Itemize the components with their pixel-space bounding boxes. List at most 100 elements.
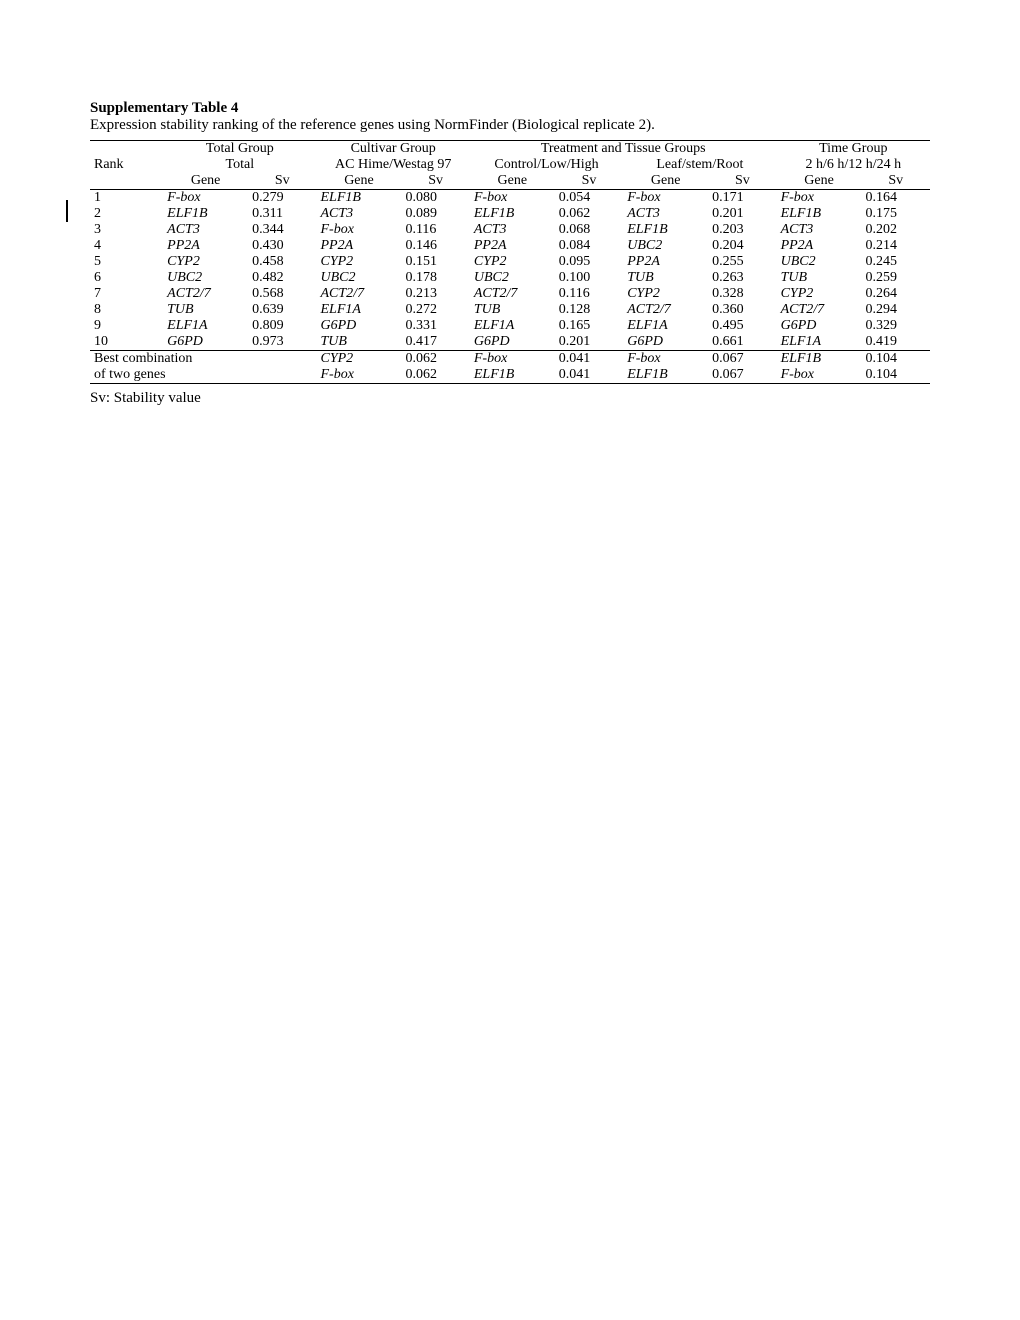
sv-cell: 0.214: [862, 238, 930, 254]
gene-cell: TUB: [163, 302, 248, 318]
sv-cell: 0.263: [708, 270, 776, 286]
sv-cell: 0.809: [248, 318, 316, 334]
sv-cell: 0.331: [401, 318, 469, 334]
header-row-1: Rank Total Group Cultivar Group Treatmen…: [90, 141, 930, 158]
gene-cell: CYP2: [317, 254, 402, 270]
sv-cell: 0.213: [401, 286, 469, 302]
gene-cell: PP2A: [163, 238, 248, 254]
gene-cell: CYP2: [470, 254, 555, 270]
gene-cell: UBC2: [470, 270, 555, 286]
sv-cell: 0.328: [708, 286, 776, 302]
table-row: 7ACT2/70.568ACT2/70.213ACT2/70.116CYP20.…: [90, 286, 930, 302]
rank-cell: 9: [90, 318, 163, 334]
sv-cell: 0.128: [555, 302, 623, 318]
sub-time: 2 h/6 h/12 h/24 h: [777, 157, 930, 173]
sv-cell: 0.201: [708, 206, 776, 222]
rank-cell: 1: [90, 190, 163, 207]
sv-cell: 0.279: [248, 190, 316, 207]
sv-cell: 0.202: [862, 222, 930, 238]
gene-cell: F-box: [470, 190, 555, 207]
header-row-1a: Total AC Hime/Westag 97 Control/Low/High…: [90, 157, 930, 173]
sv-cell: 0.417: [401, 334, 469, 351]
sv-cell: 0.482: [248, 270, 316, 286]
gene-cell: G6PD: [777, 318, 862, 334]
sub-control: Control/Low/High: [470, 157, 623, 173]
rank-cell: 8: [90, 302, 163, 318]
gene-cell: ELF1A: [317, 302, 402, 318]
gene-cell: ACT3: [623, 206, 708, 222]
hdr-time-group: Time Group: [777, 141, 930, 158]
sub-total: Total: [163, 157, 316, 173]
col-sv-1: Sv: [248, 173, 316, 190]
gene-cell: ELF1A: [163, 318, 248, 334]
gene-cell: F-box: [777, 190, 862, 207]
gene-cell: TUB: [470, 302, 555, 318]
sv-cell: 0.973: [248, 334, 316, 351]
best-row-2: of two genes F-box 0.062 ELF1B 0.041 ELF…: [90, 367, 930, 384]
sv-cell: 0.344: [248, 222, 316, 238]
gene-cell: F-box: [163, 190, 248, 207]
best-s3-1: 0.041: [555, 351, 623, 368]
sv-cell: 0.568: [248, 286, 316, 302]
best-s5-1: 0.104: [862, 351, 930, 368]
best-g5-1: ELF1B: [777, 351, 862, 368]
gene-cell: ELF1B: [163, 206, 248, 222]
sv-cell: 0.203: [708, 222, 776, 238]
sv-cell: 0.146: [401, 238, 469, 254]
sv-cell: 0.661: [708, 334, 776, 351]
table-title: Supplementary Table 4: [90, 100, 238, 116]
gene-cell: TUB: [623, 270, 708, 286]
footnote: Sv: Stability value: [90, 390, 930, 407]
gene-cell: ACT2/7: [317, 286, 402, 302]
best-s4-2: 0.067: [708, 367, 776, 384]
gene-cell: ELF1B: [317, 190, 402, 207]
sv-cell: 0.458: [248, 254, 316, 270]
rank-cell: 3: [90, 222, 163, 238]
col-sv-3: Sv: [555, 173, 623, 190]
col-gene-2: Gene: [317, 173, 402, 190]
hdr-total-group: Total Group: [163, 141, 316, 158]
col-sv-2: Sv: [401, 173, 469, 190]
header-row-2: Gene Sv Gene Sv Gene Sv Gene Sv Gene Sv: [90, 173, 930, 190]
sv-cell: 0.089: [401, 206, 469, 222]
rank-cell: 10: [90, 334, 163, 351]
table-row: 6UBC20.482UBC20.178UBC20.100TUB0.263TUB0…: [90, 270, 930, 286]
gene-cell: F-box: [317, 222, 402, 238]
gene-cell: CYP2: [623, 286, 708, 302]
gene-cell: UBC2: [317, 270, 402, 286]
sub-cultivar: AC Hime/Westag 97: [317, 157, 470, 173]
best-g3-1: F-box: [470, 351, 555, 368]
sv-cell: 0.264: [862, 286, 930, 302]
table-row: 8TUB0.639ELF1A0.272TUB0.128ACT2/70.360AC…: [90, 302, 930, 318]
sv-cell: 0.419: [862, 334, 930, 351]
col-gene-1: Gene: [163, 173, 248, 190]
sv-cell: 0.080: [401, 190, 469, 207]
sv-cell: 0.311: [248, 206, 316, 222]
sv-cell: 0.095: [555, 254, 623, 270]
best-s5-2: 0.104: [862, 367, 930, 384]
hdr-rank: Rank: [90, 141, 163, 174]
sv-cell: 0.255: [708, 254, 776, 270]
best-g2-2: F-box: [317, 367, 402, 384]
sv-cell: 0.062: [555, 206, 623, 222]
sv-cell: 0.204: [708, 238, 776, 254]
best-s2-2: 0.062: [401, 367, 469, 384]
best-row-1: Best combination CYP2 0.062 F-box 0.041 …: [90, 351, 930, 368]
sv-cell: 0.259: [862, 270, 930, 286]
gene-cell: ACT3: [470, 222, 555, 238]
sv-cell: 0.116: [555, 286, 623, 302]
sv-cell: 0.272: [401, 302, 469, 318]
table-row: 4PP2A0.430PP2A0.146PP2A0.084UBC20.204PP2…: [90, 238, 930, 254]
gene-cell: TUB: [317, 334, 402, 351]
sv-cell: 0.068: [555, 222, 623, 238]
rank-cell: 4: [90, 238, 163, 254]
best-s4-1: 0.067: [708, 351, 776, 368]
sv-cell: 0.178: [401, 270, 469, 286]
gene-cell: ELF1A: [470, 318, 555, 334]
best-s2-1: 0.062: [401, 351, 469, 368]
gene-cell: CYP2: [777, 286, 862, 302]
rank-cell: 7: [90, 286, 163, 302]
gene-cell: G6PD: [163, 334, 248, 351]
best-g4-2: ELF1B: [623, 367, 708, 384]
gene-cell: PP2A: [777, 238, 862, 254]
